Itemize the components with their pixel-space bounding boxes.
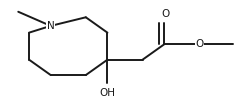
Text: O: O [162,9,170,18]
Text: O: O [195,39,203,49]
Text: OH: OH [100,88,116,98]
Text: N: N [47,21,54,31]
